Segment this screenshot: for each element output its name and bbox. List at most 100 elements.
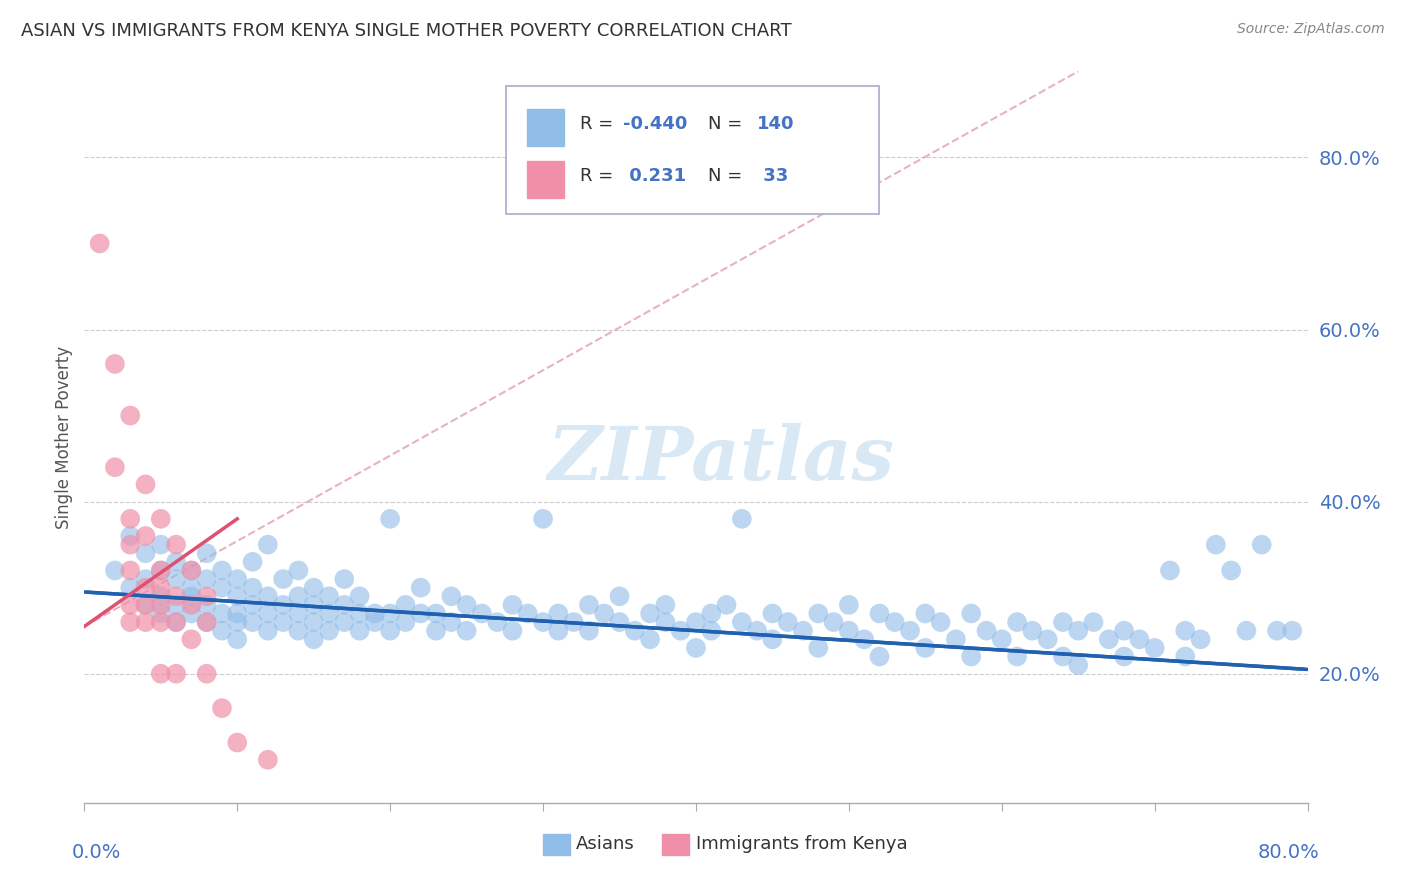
Point — [242, 555, 264, 569]
Point — [425, 624, 447, 638]
Point — [976, 624, 998, 638]
Point — [1250, 538, 1272, 552]
Point — [700, 624, 723, 638]
Point — [226, 735, 249, 749]
Point — [180, 607, 202, 621]
Point — [302, 581, 325, 595]
Point — [149, 598, 172, 612]
Point — [669, 624, 692, 638]
Point — [271, 615, 294, 629]
Point — [1143, 640, 1166, 655]
Point — [883, 615, 905, 629]
Point — [135, 572, 157, 586]
Point — [807, 607, 830, 621]
Point — [195, 598, 218, 612]
Point — [349, 589, 371, 603]
Text: 33: 33 — [758, 167, 789, 185]
Point — [149, 581, 172, 595]
Text: N =: N = — [709, 167, 748, 185]
Bar — [527, 161, 564, 198]
Text: Asians: Asians — [576, 836, 636, 854]
Text: 140: 140 — [758, 115, 794, 133]
Point — [700, 607, 723, 621]
Point — [685, 615, 707, 629]
Point — [257, 753, 280, 767]
Point — [914, 640, 936, 655]
Point — [838, 598, 860, 612]
Point — [761, 632, 783, 647]
Point — [898, 624, 921, 638]
Text: N =: N = — [709, 115, 748, 133]
Point — [257, 589, 280, 603]
Point — [731, 512, 754, 526]
Point — [425, 607, 447, 621]
Point — [502, 624, 524, 638]
FancyBboxPatch shape — [506, 86, 880, 214]
Point — [349, 607, 371, 621]
Point — [531, 512, 554, 526]
Point — [180, 581, 202, 595]
Point — [380, 512, 402, 526]
Point — [302, 598, 325, 612]
Point — [1205, 538, 1227, 552]
Point — [242, 615, 264, 629]
Point — [776, 615, 799, 629]
Point — [945, 632, 967, 647]
Point — [120, 529, 142, 543]
Point — [195, 589, 218, 603]
Point — [1005, 615, 1028, 629]
Point — [165, 615, 187, 629]
Point — [211, 701, 233, 715]
Point — [1265, 624, 1288, 638]
Point — [180, 632, 202, 647]
Point — [929, 615, 952, 629]
Point — [394, 598, 416, 612]
Point — [1052, 649, 1074, 664]
Point — [1021, 624, 1043, 638]
Point — [547, 624, 569, 638]
Point — [486, 615, 509, 629]
Point — [516, 607, 538, 621]
Point — [257, 607, 280, 621]
Point — [211, 624, 233, 638]
Point — [838, 624, 860, 638]
Point — [333, 598, 356, 612]
Point — [1036, 632, 1059, 647]
Point — [120, 538, 142, 552]
Point — [349, 624, 371, 638]
Point — [226, 615, 249, 629]
Point — [226, 572, 249, 586]
Point — [195, 615, 218, 629]
Point — [180, 564, 202, 578]
Point — [960, 649, 983, 664]
Point — [869, 607, 891, 621]
Point — [287, 607, 309, 621]
Point — [685, 640, 707, 655]
Point — [149, 589, 172, 603]
Point — [960, 607, 983, 621]
Point — [180, 564, 202, 578]
Point — [1159, 564, 1181, 578]
Point — [578, 598, 600, 612]
Point — [364, 615, 387, 629]
Text: R =: R = — [579, 167, 619, 185]
Text: ASIAN VS IMMIGRANTS FROM KENYA SINGLE MOTHER POVERTY CORRELATION CHART: ASIAN VS IMMIGRANTS FROM KENYA SINGLE MO… — [21, 22, 792, 40]
Point — [195, 572, 218, 586]
Text: Immigrants from Kenya: Immigrants from Kenya — [696, 836, 908, 854]
Point — [195, 615, 218, 629]
Point — [531, 615, 554, 629]
Point — [654, 598, 676, 612]
Point — [165, 589, 187, 603]
Point — [226, 632, 249, 647]
Point — [578, 624, 600, 638]
Point — [149, 615, 172, 629]
Point — [1114, 624, 1136, 638]
Point — [165, 538, 187, 552]
Point — [257, 538, 280, 552]
Point — [409, 581, 432, 595]
Point — [302, 615, 325, 629]
Point — [120, 615, 142, 629]
Point — [1067, 658, 1090, 673]
Point — [180, 589, 202, 603]
Point — [135, 598, 157, 612]
